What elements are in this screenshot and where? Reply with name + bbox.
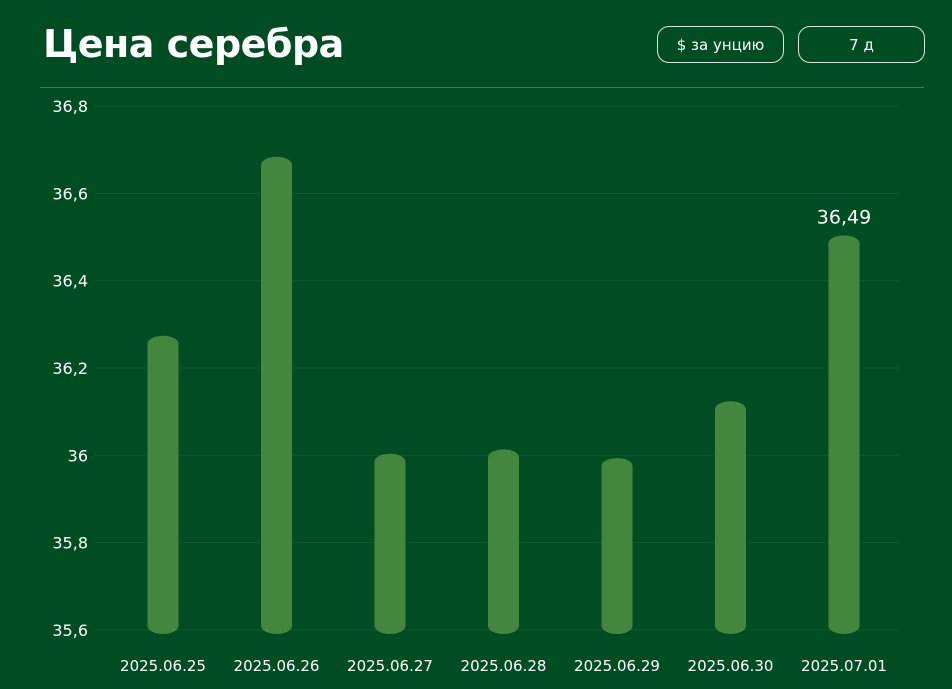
unit-selector-button[interactable]: $ за унцию xyxy=(657,26,784,63)
bar xyxy=(147,335,179,634)
x-tick-label: 2025.06.25 xyxy=(120,657,206,675)
bar xyxy=(374,453,406,634)
y-tick-label: 35,6 xyxy=(52,621,88,640)
y-tick-label: 36,6 xyxy=(52,184,88,203)
bar xyxy=(601,458,633,634)
data-label: 36,49 xyxy=(817,206,871,228)
x-tick-label: 2025.06.29 xyxy=(574,657,660,675)
y-tick-label: 36 xyxy=(68,446,88,465)
y-tick-label: 35,8 xyxy=(52,534,88,553)
bar xyxy=(261,156,292,634)
y-tick-label: 36,4 xyxy=(52,272,88,291)
bar xyxy=(828,235,860,634)
page-title: Цена серебра xyxy=(43,22,344,66)
x-tick-label: 2025.06.28 xyxy=(461,657,547,675)
header-divider xyxy=(40,87,924,88)
x-tick-label: 2025.06.27 xyxy=(347,657,433,675)
y-tick-label: 36,8 xyxy=(52,97,88,116)
bar xyxy=(488,449,519,634)
x-tick-label: 2025.06.26 xyxy=(234,657,320,675)
y-tick-label: 36,2 xyxy=(52,359,88,378)
x-tick-label: 2025.07.01 xyxy=(801,657,887,675)
x-tick-label: 2025.06.30 xyxy=(688,657,774,675)
range-selector-button[interactable]: 7 д xyxy=(798,26,925,63)
bar xyxy=(715,401,746,634)
